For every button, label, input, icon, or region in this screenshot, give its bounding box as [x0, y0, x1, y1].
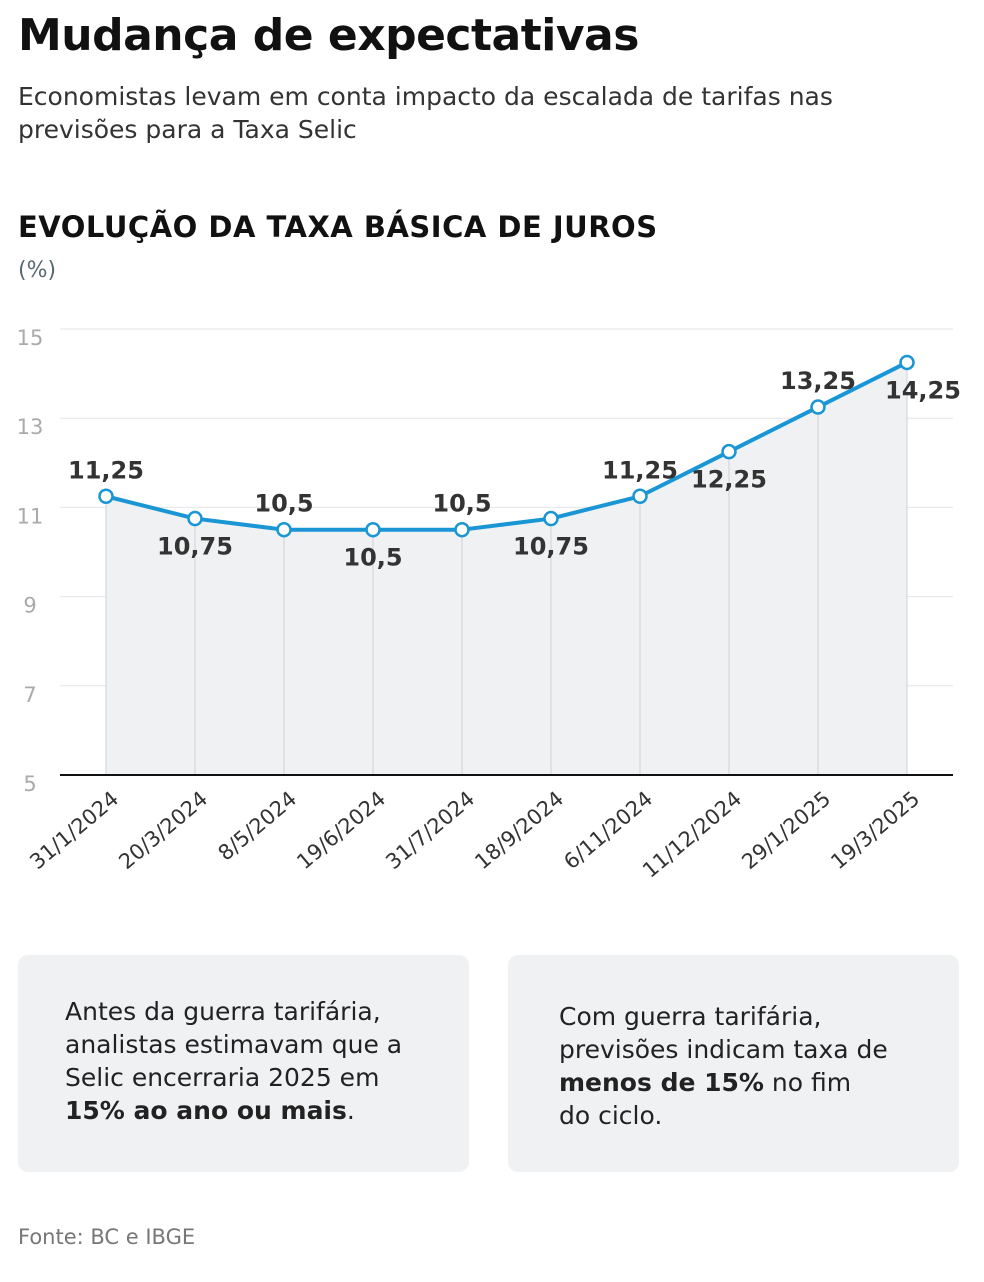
data-label: 12,25 [691, 466, 767, 494]
y-tick-label: 5 [23, 772, 36, 796]
x-tick-label: 31/1/2024 [25, 786, 123, 874]
info-text-before: Antes da guerra tarifária, analistas est… [65, 997, 403, 1125]
data-point [365, 521, 381, 538]
chart-title: EVOLUÇÃO DA TAXA BÁSICA DE JUROS [18, 210, 658, 244]
info-box-before: Antes da guerra tarifária, analistas est… [18, 955, 469, 1172]
data-point [721, 443, 737, 460]
data-label: 10,5 [343, 544, 402, 572]
page-subtitle: Economistas levam em conta impacto da es… [18, 82, 833, 144]
y-tick-label: 13 [17, 415, 44, 439]
area-fill [106, 362, 907, 775]
series-line [105, 360, 908, 532]
data-point [276, 521, 292, 538]
x-tick-label: 19/3/2025 [826, 786, 924, 874]
page-title: Mudança de expectativas [18, 10, 639, 61]
line-chart: 5 7 9 11 13 15 11,25 31/1/2024 10,75 20/3/2024 10,… [17, 326, 961, 883]
y-tick-label: 9 [23, 594, 36, 618]
data-label: 10,5 [254, 490, 313, 518]
x-tick-label: 8/5/2024 [214, 786, 302, 865]
data-label: 10,75 [513, 533, 589, 561]
data-label: 11,25 [602, 456, 678, 484]
info-box-after: Com guerra tarifária, previsões indicam … [508, 955, 959, 1172]
data-label: 10,75 [157, 533, 233, 561]
data-label: 14,25 [885, 376, 961, 404]
y-tick-label: 15 [17, 326, 44, 350]
x-tick-label: 18/9/2024 [470, 786, 568, 874]
x-tick-label: 11/12/2024 [638, 786, 746, 882]
data-point [454, 521, 470, 538]
source-note: Fonte: BC e IBGE [18, 1225, 196, 1249]
data-label: 10,5 [432, 490, 491, 518]
x-tick-label: 19/6/2024 [292, 786, 390, 874]
y-tick-label: 11 [17, 504, 44, 528]
data-label: 11,25 [68, 456, 144, 484]
info-text-after: Com guerra tarifária, previsões indicam … [559, 1002, 888, 1130]
x-tick-label: 29/1/2025 [737, 786, 835, 874]
data-point [98, 488, 114, 504]
x-tick-label: 31/7/2024 [381, 786, 479, 874]
data-point [187, 510, 203, 527]
y-tick-label: 7 [23, 683, 36, 707]
data-label: 13,25 [780, 367, 856, 395]
data-point [899, 354, 915, 371]
data-point [543, 510, 559, 527]
data-point [810, 399, 826, 415]
y-axis-unit: (%) [18, 258, 57, 283]
data-point [632, 488, 648, 504]
x-tick-label: 20/3/2024 [114, 786, 212, 874]
